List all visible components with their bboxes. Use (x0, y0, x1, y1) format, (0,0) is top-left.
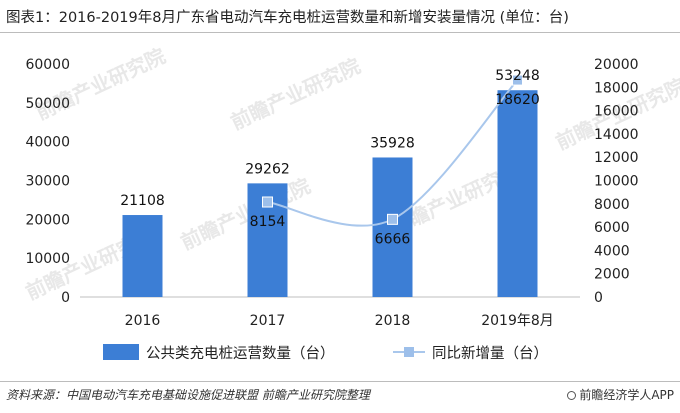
y-right-tick-label: 18000 (594, 80, 639, 96)
bar (372, 157, 413, 297)
watermark-text: 前瞻产业研究院 (32, 44, 169, 125)
line-marker (512, 74, 523, 86)
data-labels: 21108 29262 35928 53248 8154 6666 18620 (120, 68, 540, 247)
chart-canvas: 前瞻产业研究院 前瞻产业研究院前瞻产业研究院前瞻产业研究院前瞻产业研究院前瞻产业研… (22, 44, 680, 362)
legend-line-marker (404, 347, 414, 357)
x-tick-label: 2018 (375, 313, 411, 329)
watermark-text: 前瞻产业研究院 (227, 54, 364, 135)
y-right-tick-label: 10000 (594, 174, 639, 190)
y-left-tick-label: 0 (61, 290, 70, 306)
bar-value-label: 29262 (245, 161, 290, 177)
brand-icon (567, 391, 577, 400)
y-right-tick-label: 2000 (594, 267, 630, 283)
axes: 0 10000 20000 30000 40000 50000 60000 0 2000 4000… (25, 57, 638, 329)
y-right-tick-label: 0 (594, 290, 603, 306)
line-marker (262, 196, 273, 208)
watermark-text: 前瞻产业研究院 (177, 174, 314, 255)
line-value-label: 8154 (250, 214, 286, 230)
line-marker (387, 213, 398, 225)
line-series (262, 74, 523, 227)
y-left-tick-label: 20000 (25, 212, 70, 228)
bar-value-label: 53248 (495, 68, 540, 84)
y-right-tick-label: 16000 (594, 104, 639, 120)
legend-bar-label: 公共类充电桩运营数量（台） (146, 345, 335, 362)
y-right-tick-label: 20000 (594, 57, 639, 73)
bar-series (122, 90, 538, 297)
x-tick-label: 2019年8月 (481, 313, 554, 329)
bar (122, 215, 163, 297)
chart-title: 图表1：2016-2019年8月广东省电动汽车充电桩运营数量和新增安装量情况 (… (6, 10, 569, 26)
line-value-label: 18620 (495, 92, 540, 108)
bar (497, 90, 538, 297)
y-right-tick-label: 4000 (594, 243, 630, 259)
bar-value-label: 21108 (120, 193, 165, 209)
legend: 公共类充电桩运营数量（台） 同比新增量（台） (103, 344, 548, 362)
bar-value-label: 35928 (370, 135, 415, 151)
brand-credit: 前瞻经济学人APP (567, 386, 674, 403)
watermark-layer: 前瞻产业研究院 前瞻产业研究院前瞻产业研究院前瞻产业研究院前瞻产业研究院前瞻产业研… (22, 44, 680, 305)
y-right-tick-label: 6000 (594, 220, 630, 236)
y-left-tick-label: 10000 (25, 251, 70, 267)
x-tick-label: 2017 (250, 313, 286, 329)
y-left-tick-label: 30000 (25, 174, 70, 190)
legend-line-label: 同比新增量（台） (432, 345, 548, 362)
y-left-tick-label: 40000 (25, 135, 70, 151)
y-left-tick-label: 50000 (25, 96, 70, 112)
y-right-tick-label: 8000 (594, 197, 630, 213)
source-note: 资料来源：中国电动汽车充电基础设施促进联盟 前瞻产业研究院整理 (6, 388, 370, 402)
line-value-label: 6666 (375, 231, 411, 247)
y-left-tick-label: 60000 (25, 57, 70, 73)
y-right-tick-label: 14000 (594, 127, 639, 143)
title-divider (0, 32, 680, 33)
brand-label: 前瞻经济学人APP (579, 388, 674, 402)
source-divider (0, 381, 680, 382)
x-tick-label: 2016 (125, 313, 161, 329)
y-right-tick-label: 12000 (594, 150, 639, 166)
legend-bar-swatch (103, 344, 139, 360)
